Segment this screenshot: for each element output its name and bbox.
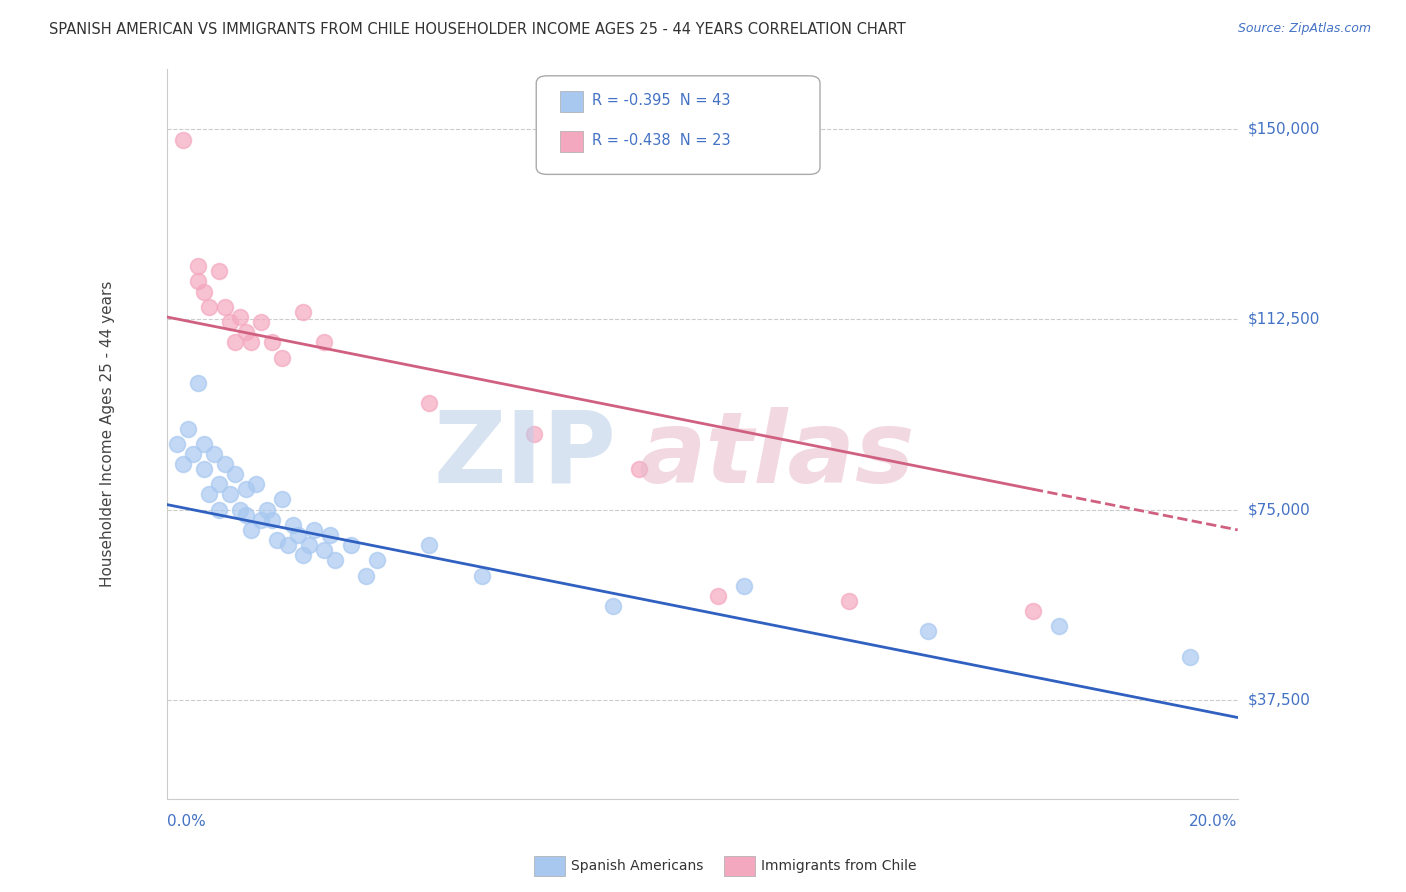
Point (235, 325, 257, 339)
Point (172, 457, 194, 471)
Point (260, 513, 283, 527)
Point (181, 447, 204, 461)
Point (287, 528, 309, 542)
Point (917, 624, 939, 639)
Point (1180, 649, 1202, 664)
Point (193, 436, 215, 450)
Point (239, 335, 262, 350)
Text: SPANISH AMERICAN VS IMMIGRANTS FROM CHILE HOUSEHOLDER INCOME AGES 25 - 44 YEARS : SPANISH AMERICAN VS IMMIGRANTS FROM CHIL… (49, 22, 905, 37)
Point (471, 568, 494, 582)
Point (187, 259, 209, 273)
Text: atlas: atlas (638, 407, 914, 504)
Point (208, 477, 231, 491)
Point (218, 315, 240, 329)
Text: $112,500: $112,500 (1249, 312, 1320, 327)
Text: $37,500: $37,500 (1249, 692, 1310, 707)
Point (193, 285, 215, 299)
Text: 20.0%: 20.0% (1189, 814, 1237, 829)
Point (177, 421, 200, 435)
Point (214, 457, 236, 471)
Point (208, 502, 231, 516)
Point (314, 335, 336, 350)
Point (302, 523, 325, 537)
FancyBboxPatch shape (536, 76, 820, 175)
Text: ZIP: ZIP (433, 407, 617, 504)
Point (229, 310, 252, 324)
Text: Spanish Americans: Spanish Americans (571, 859, 703, 873)
Point (276, 538, 298, 552)
Text: R = -0.395  N = 43: R = -0.395 N = 43 (592, 93, 731, 108)
Text: Householder Income Ages 25 - 44 years: Householder Income Ages 25 - 44 years (100, 280, 115, 587)
Point (214, 300, 236, 314)
Point (418, 396, 440, 410)
Text: $150,000: $150,000 (1249, 122, 1320, 136)
Point (339, 538, 361, 552)
Text: Immigrants from Chile: Immigrants from Chile (761, 859, 917, 873)
Point (733, 579, 755, 593)
Point (523, 426, 546, 441)
Point (318, 528, 340, 542)
Point (202, 447, 225, 461)
Point (602, 599, 624, 613)
Point (356, 568, 378, 582)
Point (1047, 619, 1070, 633)
Point (292, 305, 315, 319)
Point (292, 548, 315, 562)
Point (245, 477, 267, 491)
Point (323, 553, 346, 567)
Text: $75,000: $75,000 (1249, 502, 1310, 517)
Point (197, 300, 219, 314)
Point (297, 538, 319, 552)
Point (628, 462, 651, 476)
Point (271, 351, 294, 365)
Point (197, 487, 219, 501)
Point (235, 483, 257, 497)
Point (250, 513, 273, 527)
Point (208, 264, 231, 278)
Point (187, 275, 209, 289)
Point (260, 335, 283, 350)
Point (707, 589, 730, 603)
Bar (560, 131, 583, 152)
Point (266, 533, 288, 547)
Point (1022, 604, 1045, 618)
Point (235, 508, 257, 522)
Point (314, 543, 336, 558)
Point (281, 517, 304, 532)
Point (218, 487, 240, 501)
Point (256, 502, 278, 516)
Point (224, 335, 246, 350)
Text: R = -0.438  N = 23: R = -0.438 N = 23 (592, 133, 731, 148)
Point (271, 492, 294, 507)
Point (224, 467, 246, 482)
Bar (560, 91, 583, 112)
Point (366, 553, 388, 567)
Point (193, 462, 215, 476)
Point (166, 436, 188, 450)
Point (172, 132, 194, 146)
Point (239, 523, 262, 537)
Text: 0.0%: 0.0% (167, 814, 205, 829)
Point (838, 594, 860, 608)
Text: Source: ZipAtlas.com: Source: ZipAtlas.com (1237, 22, 1371, 36)
Point (418, 538, 440, 552)
Point (187, 376, 209, 390)
Point (229, 502, 252, 516)
Point (250, 315, 273, 329)
